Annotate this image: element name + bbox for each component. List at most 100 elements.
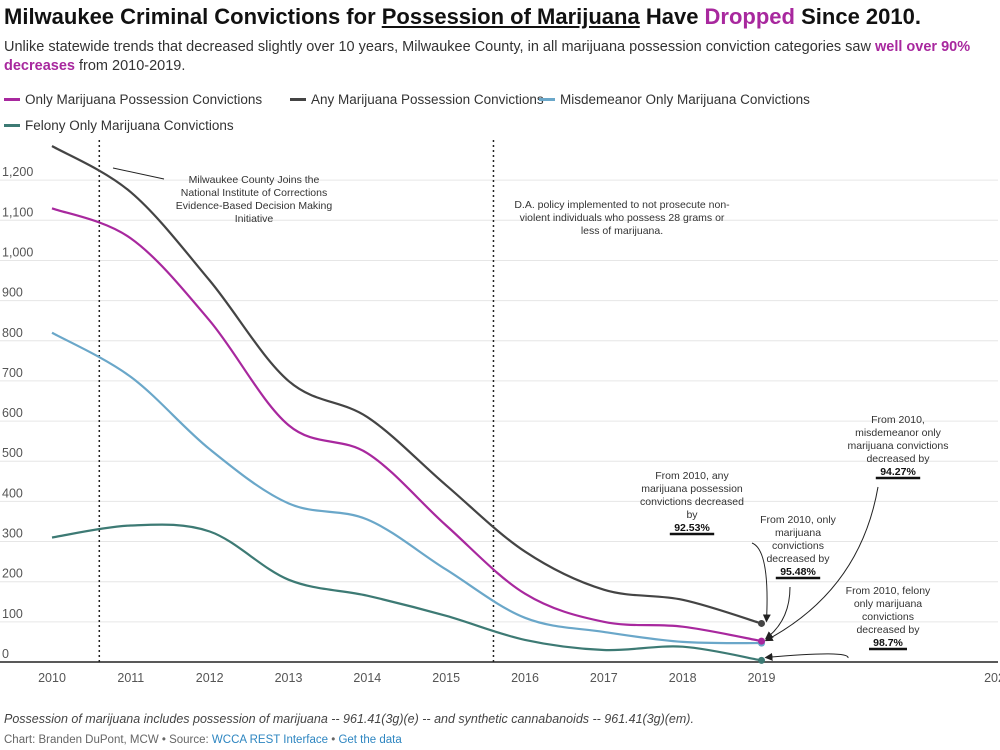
y-tick-label-200: 200 xyxy=(2,567,23,581)
footnote: Possession of marijuana includes possess… xyxy=(4,712,694,726)
y-tick-label-1200: 1,200 xyxy=(2,165,33,179)
annotation-only-line-3: decreased by xyxy=(766,553,830,565)
legend-swatch-felony xyxy=(4,124,20,127)
axes: 0 100 200 300 400 500 600 700 800 900 1,000 1,100 1,… xyxy=(0,165,1000,685)
y-tick-label-800: 800 xyxy=(2,326,23,340)
gridlines xyxy=(0,179,998,623)
x-tick-label-2016: 2016 xyxy=(511,671,539,685)
annotation-misd-line-2: marijuana convictions xyxy=(848,440,949,452)
series-lines xyxy=(51,145,765,664)
legend-label-misd: Misdemeanor Only Marijuana Convictions xyxy=(560,92,810,107)
source-link[interactable]: WCCA REST Interface xyxy=(211,734,329,746)
annotation-felony-arrow xyxy=(764,652,849,661)
title-text-5: Since 2010. xyxy=(795,4,921,29)
get-data-link[interactable]: Get the data xyxy=(338,734,402,746)
annotation-any-line-0: From 2010, any xyxy=(655,470,729,482)
legend-item-only[interactable]: Only Marijuana Possession Convictions xyxy=(4,92,262,107)
annotation-any-line-3: by xyxy=(686,509,698,521)
series-endpoint-felony xyxy=(758,656,765,664)
x-tick-label-2011: 2011 xyxy=(117,671,144,685)
line-chart: 0 100 200 300 400 500 600 700 800 900 1,000 1,100 1,… xyxy=(0,140,1000,685)
y-tick-label-500: 500 xyxy=(2,446,23,460)
credit-separator: • xyxy=(328,734,339,746)
y-tick-label-1100: 1,100 xyxy=(2,205,33,219)
legend-label-any: Any Marijuana Possession Convictions xyxy=(311,92,544,107)
y-tick-label-700: 700 xyxy=(2,366,23,380)
series-line-only xyxy=(51,207,762,643)
x-tick-label-2018: 2018 xyxy=(669,671,697,685)
annotation-felony-line-2: convictions xyxy=(862,611,914,623)
series-line-misd xyxy=(51,331,762,645)
annotation-any-pct: 92.53% xyxy=(674,522,710,534)
chart-title: Milwaukee Criminal Convictions for Posse… xyxy=(4,4,998,30)
x-tick-label-2013: 2013 xyxy=(275,671,303,685)
annotation-any-line-1: marijuana possession xyxy=(641,483,743,495)
series-line-felony xyxy=(51,523,762,662)
annotation-misd-line-0: From 2010, xyxy=(871,414,925,426)
y-tick-label-300: 300 xyxy=(2,527,23,541)
event-label-0-line-2: Evidence-Based Decision Making xyxy=(176,200,333,212)
legend-swatch-misd xyxy=(539,98,555,101)
y-tick-label-400: 400 xyxy=(2,486,23,500)
annotation-felony-pct: 98.7% xyxy=(873,637,903,649)
event-label-1-line-0: D.A. policy implemented to not prosecute… xyxy=(514,199,730,211)
event-label-1-line-2: less of marijuana. xyxy=(581,225,663,237)
y-tick-label-600: 600 xyxy=(2,406,23,420)
credit-line: Chart: Branden DuPont, MCW • Source: WCC… xyxy=(4,734,402,746)
series-line-any xyxy=(51,145,762,625)
annotation-misd-line-1: misdemeanor only xyxy=(855,427,942,439)
event-label-0-line-1: National Institute of Corrections xyxy=(181,187,328,199)
legend-label-only: Only Marijuana Possession Convictions xyxy=(25,92,263,107)
subtitle-text-1: Unlike statewide trends that decreased s… xyxy=(4,39,875,55)
y-tick-label-0: 0 xyxy=(2,647,9,661)
y-tick-label-900: 900 xyxy=(2,286,23,300)
x-tick-label-2019: 2019 xyxy=(748,671,776,685)
title-text-1: Milwaukee Criminal Convictions for xyxy=(4,4,382,29)
annotation-felony-line-1: only marijuana xyxy=(854,598,922,610)
x-tick-label-2010: 2010 xyxy=(38,671,66,685)
annotation-misd-pct: 94.27% xyxy=(880,466,916,478)
title-highlight-dropped: Dropped xyxy=(704,4,795,29)
annotation-only-line-2: convictions xyxy=(772,540,824,552)
legend-item-felony[interactable]: Felony Only Marijuana Convictions xyxy=(4,118,234,133)
annotation-only-line-1: marijuana xyxy=(775,527,821,539)
x-tick-label-2012: 2012 xyxy=(196,671,224,685)
x-tick-label-2015: 2015 xyxy=(432,671,460,685)
series-endpoint-only xyxy=(758,637,765,645)
annotation-misd-line-3: decreased by xyxy=(866,453,930,465)
legend-item-any[interactable]: Any Marijuana Possession Convictions xyxy=(290,92,544,107)
subtitle-text-3: from 2010-2019. xyxy=(74,58,186,74)
credit-prefix: Chart: Branden DuPont, MCW • Source: xyxy=(4,734,212,746)
annotation-only-pct: 95.48% xyxy=(780,566,816,578)
x-tick-label-2017: 2017 xyxy=(590,671,618,685)
y-tick-label-100: 100 xyxy=(2,607,23,621)
title-text-2: Possession of Marijuana xyxy=(381,4,640,29)
annotation-only: From 2010, onlymarijuanaconvictionsdecre… xyxy=(760,514,837,640)
chart-subtitle: Unlike statewide trends that decreased s… xyxy=(4,38,994,76)
event-label-leader-0 xyxy=(112,167,165,180)
annotation-any-arrow xyxy=(751,542,771,623)
annotation-only-arrow xyxy=(764,586,791,640)
x-tick-label-2014: 2014 xyxy=(353,671,381,685)
annotation-misd-arrow xyxy=(764,486,879,642)
y-tick-label-1000: 1,000 xyxy=(2,245,33,259)
legend-swatch-only xyxy=(4,98,20,101)
legend-item-misd[interactable]: Misdemeanor Only Marijuana Convictions xyxy=(539,92,810,107)
event-label-0-line-0: Milwaukee County Joins the xyxy=(189,174,320,186)
annotation-any-line-2: convictions decreased xyxy=(640,496,744,508)
annotation-felony-line-0: From 2010, felony xyxy=(846,585,931,597)
annotation-felony-line-3: decreased by xyxy=(856,624,920,636)
event-label-0-line-3: Initiative xyxy=(235,213,274,225)
legend-swatch-any xyxy=(290,98,306,101)
legend-label-felony: Felony Only Marijuana Convictions xyxy=(25,118,234,133)
series-endpoint-any xyxy=(758,619,765,627)
event-label-1-line-1: violent individuals who possess 28 grams… xyxy=(520,212,725,224)
annotation-only-line-0: From 2010, only xyxy=(760,514,837,526)
x-tick-label-2022: 2022 xyxy=(984,671,1000,685)
title-text-3: Have xyxy=(639,4,705,29)
